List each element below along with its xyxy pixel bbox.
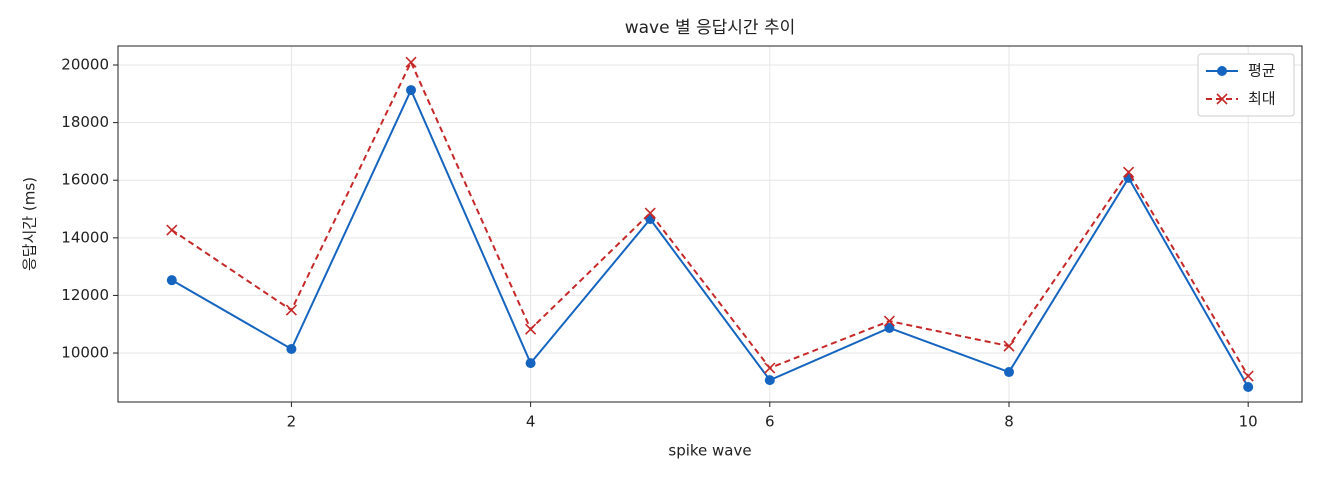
- marker: [1003, 340, 1015, 352]
- line: [171, 59, 1250, 377]
- legend-marker: [1216, 93, 1228, 105]
- marker: [883, 315, 895, 327]
- y-tick-label: 14000: [61, 228, 109, 246]
- y-tick-label: 10000: [61, 344, 109, 362]
- marker: [525, 358, 536, 369]
- marker: [764, 375, 775, 386]
- x-axis-label: spike wave: [668, 442, 751, 460]
- x-tick-label: 4: [526, 413, 536, 431]
- legend-label: 평균: [1248, 62, 1276, 80]
- marker: [884, 322, 895, 333]
- y-tick-label: 16000: [61, 171, 109, 189]
- y-tick-label: 20000: [61, 56, 109, 74]
- marker: [525, 323, 537, 335]
- y-tick-label: 12000: [61, 286, 109, 304]
- marker: [644, 207, 656, 219]
- legend-box: [1197, 53, 1295, 117]
- y-tick-label: 18000: [61, 113, 109, 131]
- marker: [166, 224, 178, 236]
- marker: [405, 56, 417, 68]
- plot-frame: [117, 45, 1303, 403]
- marker: [286, 344, 297, 355]
- marker: [1003, 367, 1014, 378]
- marker: [406, 85, 417, 96]
- marker: [1123, 166, 1135, 178]
- marker: [1243, 382, 1254, 393]
- y-axis-label: 응답시간 (ms): [21, 177, 39, 271]
- legend-label: 최대: [1248, 90, 1276, 108]
- x-tick-label: 2: [287, 413, 297, 431]
- x-tick-label: 10: [1239, 413, 1258, 431]
- line: [171, 87, 1250, 388]
- legend-marker: [1217, 66, 1227, 76]
- x-tick-label: 8: [1004, 413, 1014, 431]
- marker: [1242, 370, 1254, 382]
- x-tick-label: 6: [765, 413, 775, 431]
- marker: [166, 275, 177, 286]
- marker: [764, 362, 776, 374]
- marker: [285, 304, 297, 316]
- chart-title: wave 별 응답시간 추이: [625, 18, 796, 38]
